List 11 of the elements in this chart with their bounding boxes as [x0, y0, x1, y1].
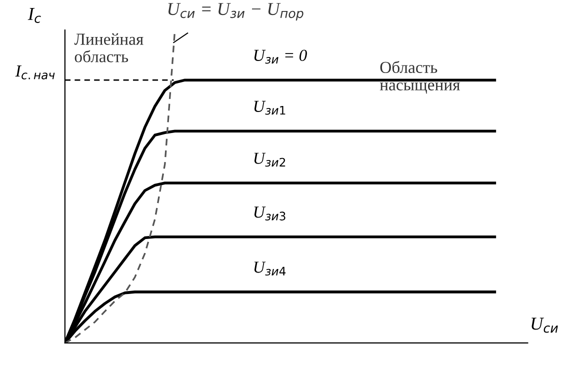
annotation: Область насыщения	[380, 60, 460, 94]
series-label: U$_{зи}$ = 0	[254, 50, 307, 64]
text: U$_{си}$ = U$_{зи}$ − U$_{пор}$	[168, 3, 304, 21]
annotation: Линейная область	[74, 33, 144, 62]
series-label: U$_{зи1}$	[254, 100, 286, 115]
y-axis-title: I$_{с}$	[28, 8, 41, 23]
series-label: U$_{зи3}$	[254, 206, 286, 220]
series-label: U$_{зи4}$	[254, 262, 286, 276]
x-axis-title: U$_{си}$	[532, 318, 558, 333]
series-label: U$_{зи2}$	[254, 152, 286, 167]
ref-line-label: I$_{с.нач}$	[15, 66, 55, 80]
